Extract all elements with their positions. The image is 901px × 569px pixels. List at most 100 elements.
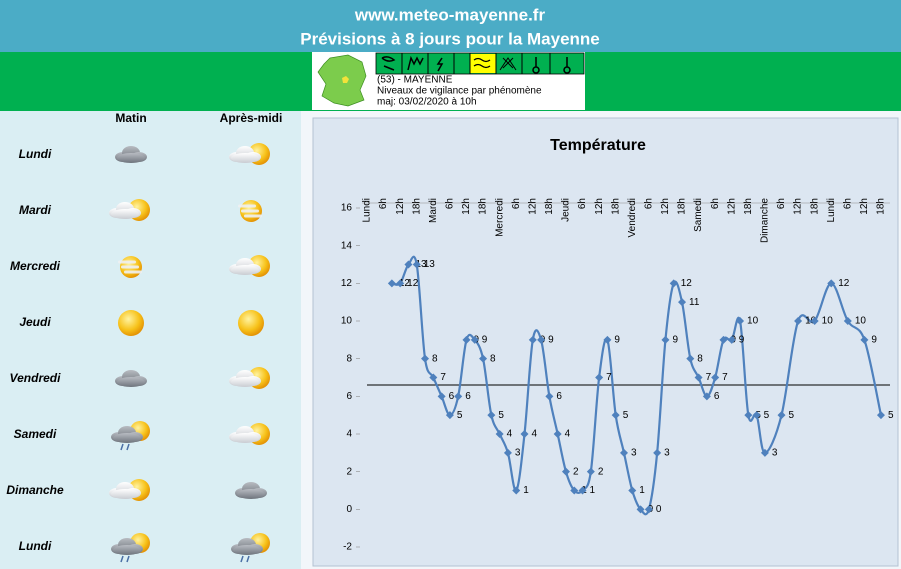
x-tick-label: 12h bbox=[461, 198, 472, 215]
point-marker bbox=[760, 448, 769, 457]
point-marker bbox=[454, 392, 463, 401]
x-tick-label: Samedi bbox=[693, 198, 704, 232]
cloud-part bbox=[233, 545, 261, 555]
haze bbox=[238, 204, 256, 208]
data-label: 9 bbox=[739, 334, 745, 345]
cloud-part bbox=[113, 545, 141, 555]
vigilance-department: (53) - MAYENNE bbox=[377, 75, 453, 86]
x-tick-label: Dimanche bbox=[760, 198, 771, 243]
haze bbox=[118, 260, 136, 264]
x-tick-label: 12h bbox=[859, 198, 870, 215]
point-marker bbox=[495, 430, 504, 438]
x-tick-label: 6h bbox=[644, 198, 655, 209]
cloud-part bbox=[231, 265, 259, 275]
weather-icon bbox=[109, 199, 150, 221]
haze bbox=[124, 270, 142, 274]
vigilance-updated: maj: 03/02/2020 à 10h bbox=[377, 97, 477, 108]
weather-icon bbox=[111, 421, 150, 451]
data-label: 13 bbox=[415, 259, 427, 270]
haze bbox=[244, 214, 262, 218]
point-marker bbox=[669, 279, 678, 288]
cloud-part bbox=[231, 153, 259, 163]
point-marker bbox=[727, 335, 736, 344]
weather-icon bbox=[115, 370, 147, 387]
cloud-part bbox=[117, 377, 145, 387]
weather-icon bbox=[231, 533, 270, 563]
x-tick-label: 18h bbox=[876, 198, 887, 215]
cloud-part bbox=[117, 153, 145, 163]
point-marker bbox=[545, 392, 554, 401]
cloud-part bbox=[111, 489, 139, 499]
data-label: 5 bbox=[888, 410, 894, 421]
forecast-panel bbox=[0, 111, 301, 569]
x-tick-label: 6h bbox=[577, 198, 588, 209]
x-tick-label: Vendredi bbox=[627, 198, 638, 237]
data-label: 5 bbox=[457, 410, 463, 421]
sun bbox=[238, 310, 264, 336]
day-label: Lundi bbox=[19, 539, 52, 553]
data-label: 11 bbox=[689, 297, 700, 308]
data-label: 1 bbox=[590, 485, 596, 496]
data-label: 3 bbox=[664, 447, 670, 458]
data-label: 12 bbox=[681, 278, 693, 289]
point-marker bbox=[752, 411, 761, 420]
sun bbox=[118, 310, 144, 336]
point-marker bbox=[437, 392, 446, 401]
header-band bbox=[0, 0, 901, 52]
forecast-icons bbox=[109, 143, 270, 563]
day-label: Vendredi bbox=[10, 371, 62, 385]
day-label: Lundi bbox=[19, 147, 52, 161]
point-marker bbox=[702, 392, 711, 401]
x-tick-label: 6h bbox=[378, 198, 389, 209]
point-marker bbox=[736, 317, 745, 325]
point-marker bbox=[810, 317, 819, 325]
weather-icon bbox=[229, 143, 270, 165]
point-marker bbox=[570, 486, 579, 495]
point-marker bbox=[719, 335, 728, 344]
vigilance-description: Niveaux de vigilance par phénomène bbox=[377, 86, 542, 97]
x-tick-label: 18h bbox=[677, 198, 688, 215]
point-marker bbox=[512, 486, 521, 495]
x-tick-label: 6h bbox=[511, 198, 522, 209]
x-tick-label: 18h bbox=[610, 198, 621, 215]
france-map bbox=[313, 53, 370, 109]
point-marker bbox=[644, 505, 653, 514]
rain bbox=[120, 443, 130, 451]
y-tick-label: 16 bbox=[341, 203, 353, 214]
data-label: 7 bbox=[722, 372, 728, 383]
data-label: 8 bbox=[490, 353, 496, 364]
point-marker bbox=[537, 335, 546, 344]
data-label: 6 bbox=[465, 391, 471, 402]
point-marker bbox=[578, 486, 587, 495]
point-marker bbox=[619, 448, 628, 457]
data-label: 5 bbox=[498, 410, 504, 421]
point-marker bbox=[429, 373, 438, 382]
data-label: 12 bbox=[838, 278, 850, 289]
point-marker bbox=[843, 317, 852, 325]
data-label: 6 bbox=[714, 391, 720, 402]
site-name: www.meteo-mayenne.fr bbox=[354, 5, 546, 24]
point-marker bbox=[487, 411, 496, 420]
data-label: 9 bbox=[871, 334, 877, 345]
column-header: Après-midi bbox=[220, 111, 283, 125]
data-label: 6 bbox=[556, 391, 562, 402]
x-tick-label: Jeudi bbox=[561, 198, 572, 222]
data-label: 4 bbox=[507, 429, 513, 440]
weather-icon bbox=[235, 482, 267, 499]
data-label: 1 bbox=[639, 485, 645, 496]
x-tick-label: Lundi bbox=[826, 198, 837, 222]
weather-icon bbox=[229, 255, 270, 277]
point-marker bbox=[396, 279, 405, 288]
point-marker bbox=[636, 505, 645, 514]
y-tick-label: 14 bbox=[341, 240, 353, 251]
data-label: 9 bbox=[614, 334, 620, 345]
haze bbox=[121, 265, 139, 269]
point-marker bbox=[595, 373, 604, 382]
x-tick-label: 12h bbox=[726, 198, 737, 215]
y-tick-label: 2 bbox=[346, 466, 352, 477]
weather-icon bbox=[118, 310, 144, 336]
point-marker bbox=[553, 430, 562, 438]
y-tick-label: 8 bbox=[346, 353, 352, 364]
